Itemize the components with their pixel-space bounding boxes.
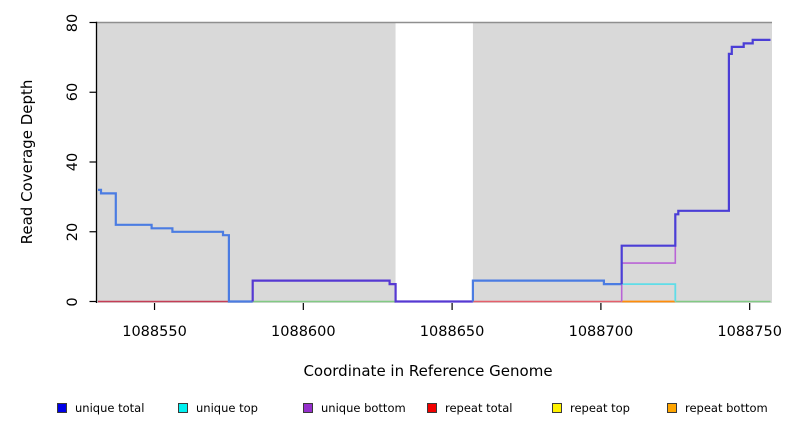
legend-item-repeat-top: repeat top xyxy=(552,401,630,415)
y-tick-label: 60 xyxy=(65,83,81,102)
legend-swatch-icon xyxy=(57,403,67,413)
gap-band xyxy=(395,22,473,303)
x-axis-title: Coordinate in Reference Genome xyxy=(303,362,553,380)
legend-label: unique total xyxy=(75,401,145,415)
x-tick-label: 1088550 xyxy=(122,324,187,340)
legend-swatch-icon xyxy=(427,403,437,413)
legend-item-unique-top: unique top xyxy=(178,401,258,415)
x-tick-label: 1088600 xyxy=(271,324,336,340)
legend-swatch-icon xyxy=(178,403,188,413)
y-tick-label: 20 xyxy=(65,222,81,241)
series-path-total-right-violet xyxy=(620,38,771,285)
legend-swatch-icon xyxy=(552,403,562,413)
legend-item-repeat-total: repeat total xyxy=(427,401,512,415)
series-path-unique-top-cyan xyxy=(621,283,677,302)
legend-label: repeat bottom xyxy=(685,401,768,415)
legend-swatch-icon xyxy=(667,403,677,413)
legend-item-repeat-bottom: repeat bottom xyxy=(667,401,768,415)
y-tick-label: 0 xyxy=(65,296,81,307)
legend-item-unique-bottom: unique bottom xyxy=(303,401,406,415)
legend-swatch-icon xyxy=(303,403,313,413)
legend-label: unique bottom xyxy=(321,401,406,415)
x-tick-label: 1088750 xyxy=(717,324,782,340)
legend-label: unique top xyxy=(196,401,258,415)
series-path-total-right-cornflower xyxy=(471,279,622,302)
legend-label: repeat total xyxy=(445,401,513,415)
legend-label: repeat top xyxy=(570,401,630,415)
series-path-total-left-cornflower xyxy=(98,188,253,303)
y-axis-title: Read Coverage Depth xyxy=(18,79,36,245)
y-tick-label: 40 xyxy=(65,152,81,172)
x-tick-label: 1088700 xyxy=(568,324,634,340)
y-tick-label: 80 xyxy=(65,13,81,32)
x-tick-label: 1088650 xyxy=(419,324,485,340)
series-path-total-mid-violet xyxy=(251,279,473,303)
legend-item-unique-total: unique total xyxy=(57,401,144,415)
